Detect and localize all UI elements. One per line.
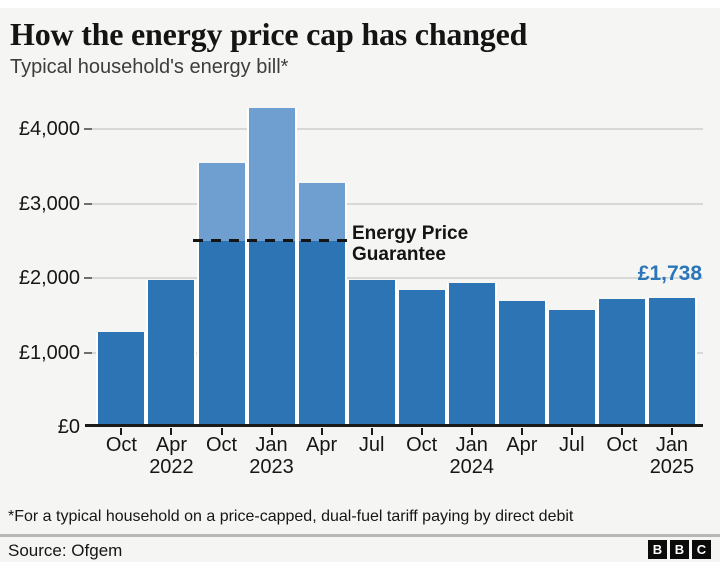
y-axis-tick bbox=[84, 202, 92, 205]
bar-segment bbox=[248, 240, 295, 427]
bar-segment bbox=[298, 240, 345, 427]
source-label: Source: Ofgem bbox=[8, 541, 123, 560]
energy-price-guarantee-line1: Energy Price bbox=[352, 223, 469, 244]
bar-segment bbox=[198, 240, 245, 427]
y-axis-tick-label: £2,000 bbox=[18, 267, 80, 289]
x-axis-year-label: 2024 bbox=[449, 456, 495, 478]
bar-segment bbox=[98, 331, 145, 427]
bar-segment bbox=[348, 279, 395, 427]
bar-segment bbox=[148, 280, 195, 427]
bbc-logo-letter: B bbox=[648, 540, 667, 559]
x-axis-tick bbox=[220, 428, 223, 435]
y-axis-tick-label: £1,000 bbox=[18, 341, 80, 364]
page-title: How the energy price cap has changed bbox=[10, 16, 528, 52]
bar-oct-2024 bbox=[598, 299, 645, 427]
bbc-logo-letter: B bbox=[670, 540, 689, 559]
x-axis-tick-label: Oct bbox=[606, 434, 638, 456]
x-axis-tick-label: Oct bbox=[205, 434, 238, 456]
x-axis-tick-label: Jul bbox=[559, 434, 585, 456]
bar-above-cap-segment bbox=[198, 162, 245, 241]
bar-segment bbox=[398, 290, 445, 427]
bar-jan-2025 bbox=[648, 297, 695, 427]
energy-price-guarantee-line2: Guarantee bbox=[352, 244, 446, 265]
x-axis-tick bbox=[120, 428, 123, 435]
bbc-logo-letter: C bbox=[692, 540, 711, 559]
x-axis-tick bbox=[270, 428, 273, 435]
footer-divider bbox=[0, 534, 720, 537]
bar-segment bbox=[448, 283, 495, 427]
bar-jan-2024 bbox=[448, 283, 495, 427]
x-axis-tick bbox=[420, 428, 423, 435]
y-axis-tick-label: £4,000 bbox=[18, 118, 80, 140]
x-axis-tick bbox=[520, 428, 523, 435]
x-axis-year-label: 2022 bbox=[149, 456, 194, 478]
energy-price-guarantee-label: Energy Price Guarantee bbox=[352, 223, 468, 265]
x-axis-tick-label: Jul bbox=[358, 434, 385, 456]
bar-oct-2023 bbox=[398, 290, 445, 427]
y-axis-tick bbox=[84, 128, 92, 130]
y-gridline bbox=[85, 202, 703, 205]
bar-segment bbox=[598, 299, 645, 427]
bar-jul-2023 bbox=[348, 279, 395, 427]
bar-apr-2024 bbox=[498, 301, 545, 427]
x-axis-tick bbox=[320, 428, 323, 435]
last-value-label: £1,738 bbox=[637, 262, 702, 285]
x-axis-tick-label: Jan bbox=[655, 434, 689, 456]
x-axis-tick-label: Apr bbox=[306, 434, 338, 456]
bar-oct-2021 bbox=[98, 331, 145, 427]
y-axis-tick bbox=[84, 277, 92, 279]
x-axis-year-label: 2023 bbox=[249, 456, 294, 478]
x-axis-tick-label: Jan bbox=[255, 434, 288, 456]
x-axis-tick-label: Jan bbox=[455, 434, 488, 456]
x-axis-tick-label: Oct bbox=[105, 434, 137, 456]
bar-above-cap-segment bbox=[248, 108, 295, 241]
top-strip bbox=[0, 0, 720, 8]
x-axis-tick-label: Oct bbox=[406, 434, 438, 456]
bar-above-cap-segment bbox=[298, 182, 345, 241]
bar-segment bbox=[548, 310, 595, 427]
x-axis-year-label: 2025 bbox=[649, 456, 695, 478]
bar-oct-2022 bbox=[198, 162, 245, 427]
y-axis-tick-label: £3,000 bbox=[18, 192, 80, 215]
bar-jul-2024 bbox=[548, 310, 595, 427]
x-axis-tick bbox=[620, 428, 623, 435]
y-axis-tick-label: £0 bbox=[57, 416, 80, 438]
epg-dashed-line bbox=[192, 239, 348, 243]
y-gridline bbox=[85, 128, 703, 130]
bar-apr-2022 bbox=[148, 280, 195, 427]
bar-segment bbox=[498, 301, 545, 427]
y-gridline bbox=[85, 277, 703, 279]
chart-footnote: *For a typical household on a price-capp… bbox=[8, 508, 574, 525]
x-axis-tick bbox=[570, 428, 573, 435]
y-axis-tick bbox=[84, 351, 92, 354]
x-axis-tick bbox=[670, 428, 673, 435]
x-axis-tick bbox=[470, 428, 473, 435]
x-axis-line bbox=[85, 424, 703, 427]
bbc-logo: B B C bbox=[648, 540, 711, 559]
page-subtitle: Typical household's energy bill* bbox=[10, 56, 289, 78]
x-axis-tick bbox=[370, 428, 373, 435]
x-axis-tick bbox=[170, 428, 173, 435]
x-axis-tick-label: Apr bbox=[506, 434, 538, 456]
x-axis-tick-label: Apr bbox=[155, 434, 187, 456]
bar-jan-2023 bbox=[248, 108, 295, 427]
bar-segment bbox=[648, 297, 695, 427]
bar-apr-2023 bbox=[298, 182, 345, 427]
